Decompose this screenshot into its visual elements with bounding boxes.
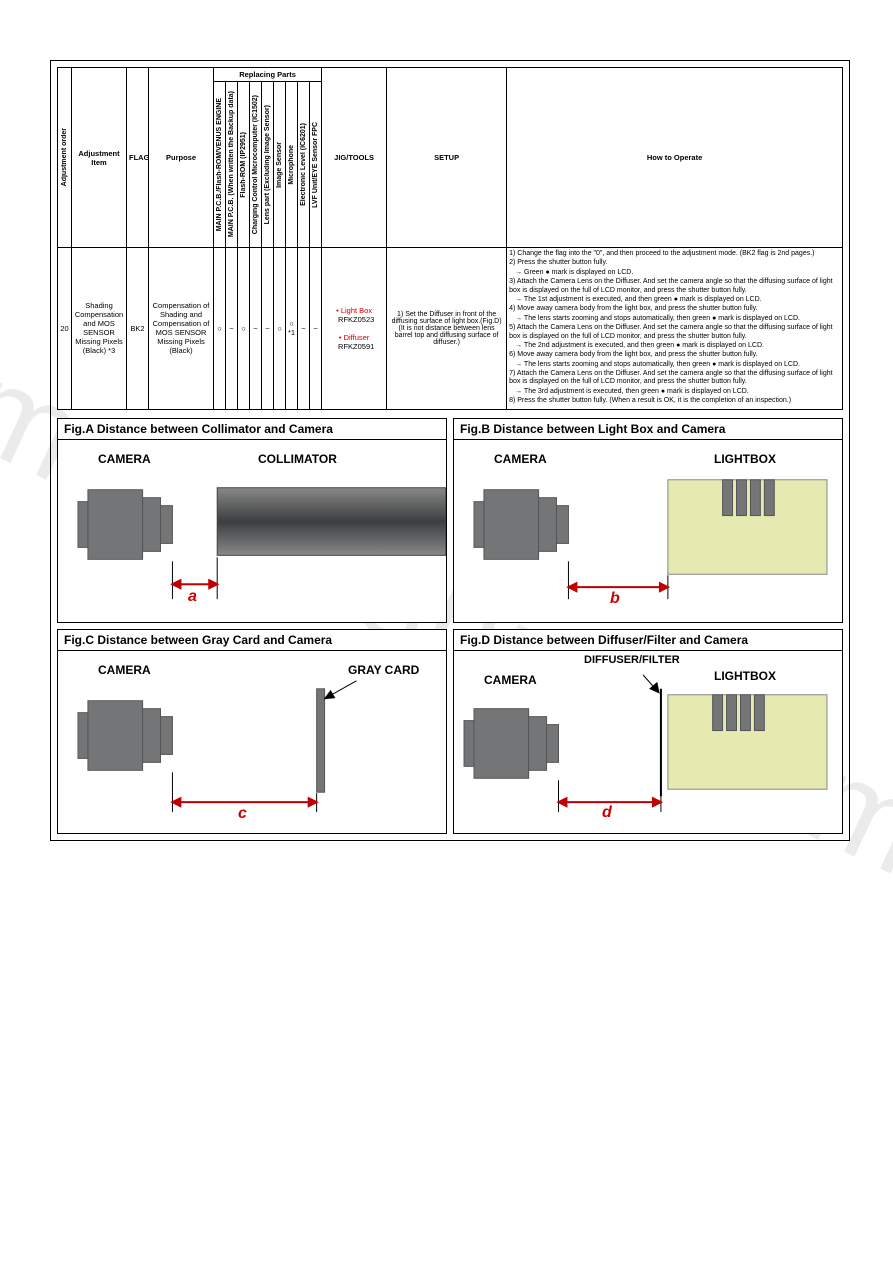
fig-d-diffuser-label: DIFFUSER/FILTER	[584, 654, 680, 666]
cell-c8: −	[298, 248, 310, 410]
fig-c-title: Fig.C Distance between Gray Card and Cam…	[58, 630, 446, 651]
th-flash-rom: Flash-ROM (IP2951)	[240, 132, 247, 198]
cell-setup: 1) Set the Diffuser in front of the diff…	[387, 248, 507, 410]
th-flag: FLAG	[129, 153, 149, 162]
th-charging-mcu: Charging Control Microcomputer (IC1502)	[252, 95, 259, 234]
cell-purpose: Compensation of Shading and Compensation…	[149, 248, 214, 410]
fig-d-camera-label: CAMERA	[484, 673, 537, 687]
cell-jig: • Light Box RFKZ0523 • Diffuser RFKZ0591	[322, 248, 387, 410]
th-adjustment-item: Adjustment Item	[78, 149, 119, 167]
th-main-pcb-backup: MAIN P.C.B. (When written the Backup dat…	[228, 91, 235, 237]
fig-b-right-label: LIGHTBOX	[714, 452, 776, 466]
th-adjustment-order: Adjustment order	[61, 128, 68, 186]
th-microphone: Microphone	[288, 145, 295, 185]
cell-item: Shading Compensation and MOS SENSOR Miss…	[72, 248, 127, 410]
cell-flag: BK2	[127, 248, 149, 410]
th-image-sensor: Image Sensor	[276, 142, 283, 188]
cell-c3: ○	[238, 248, 250, 410]
th-main-pcb-flash: MAIN P.C.B./Flash-ROM/VENUS ENGINE	[216, 98, 223, 231]
th-setup: SETUP	[434, 153, 459, 162]
jig-diffuser-label: Diffuser	[344, 333, 370, 342]
th-lens-part: Lens part (Excluding Image Sensor)	[264, 105, 271, 224]
jig-lightbox-pn: RFKZ0523	[338, 315, 374, 324]
adjustment-table: Adjustment order Adjustment Item FLAG Pu…	[57, 67, 843, 410]
cell-c2: −	[226, 248, 238, 410]
fig-c-letter: c	[238, 805, 247, 823]
th-elec-level: Electronic Level (IC6201)	[300, 123, 307, 206]
th-purpose: Purpose	[166, 153, 196, 162]
th-jig-tools: JIG/TOOLS	[334, 153, 374, 162]
fig-a: Fig.A Distance between Collimator and Ca…	[57, 418, 447, 623]
fig-a-letter: a	[188, 588, 197, 606]
fig-d-letter: d	[602, 804, 612, 822]
cell-c4: −	[250, 248, 262, 410]
cell-c9: −	[310, 248, 322, 410]
figure-grid: Fig.A Distance between Collimator and Ca…	[57, 418, 843, 834]
fig-d-right-label: LIGHTBOX	[714, 669, 776, 683]
fig-b-letter: b	[610, 590, 620, 608]
fig-a-svg	[58, 440, 446, 619]
fig-b-camera-label: CAMERA	[494, 452, 547, 466]
page-container: Adjustment order Adjustment Item FLAG Pu…	[50, 60, 850, 841]
cell-c6: ○	[274, 248, 286, 410]
fig-a-right-label: COLLIMATOR	[258, 452, 337, 466]
cell-c7: ○ *1	[286, 248, 298, 410]
jig-lightbox-label: Light Box	[341, 306, 372, 315]
th-how-to-operate: How to Operate	[647, 153, 702, 162]
fig-c-camera-label: CAMERA	[98, 663, 151, 677]
fig-b-svg	[454, 440, 842, 619]
cell-c1: ○	[214, 248, 226, 410]
cell-order: 20	[58, 248, 72, 410]
th-replacing-parts: Replacing Parts	[239, 70, 296, 79]
table-row: 20 Shading Compensation and MOS SENSOR M…	[58, 248, 843, 410]
fig-a-camera-label: CAMERA	[98, 452, 151, 466]
fig-c: Fig.C Distance between Gray Card and Cam…	[57, 629, 447, 834]
fig-b-title: Fig.B Distance between Light Box and Cam…	[454, 419, 842, 440]
fig-c-svg	[58, 651, 446, 830]
fig-c-right-label: GRAY CARD	[348, 663, 419, 677]
fig-b: Fig.B Distance between Light Box and Cam…	[453, 418, 843, 623]
fig-d: Fig.D Distance between Diffuser/Filter a…	[453, 629, 843, 834]
fig-a-title: Fig.A Distance between Collimator and Ca…	[58, 419, 446, 440]
jig-diffuser-pn: RFKZ0591	[338, 342, 374, 351]
cell-c5: −	[262, 248, 274, 410]
cell-operate: 1) Change the flag into the "0", and the…	[507, 248, 843, 410]
th-lvf-eye: LVF Unit/EYE Sensor FPC	[312, 122, 319, 208]
fig-d-title: Fig.D Distance between Diffuser/Filter a…	[454, 630, 842, 651]
